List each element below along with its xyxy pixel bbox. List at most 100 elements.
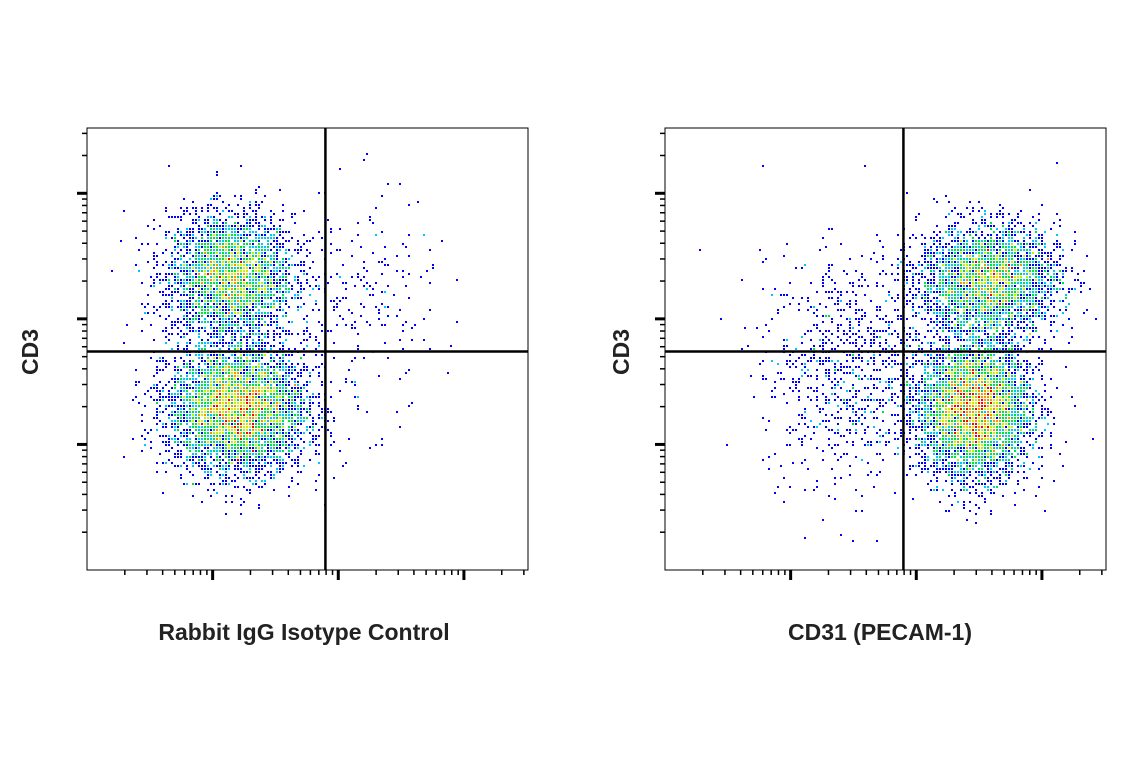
density-cell	[291, 285, 293, 287]
density-cell	[261, 444, 263, 446]
density-cell	[240, 198, 242, 200]
density-cell	[306, 429, 308, 431]
density-cell	[939, 243, 941, 245]
density-cell	[225, 453, 227, 455]
density-cell	[153, 375, 155, 377]
density-cell	[234, 378, 236, 380]
density-cell	[306, 384, 308, 386]
density-cell	[273, 279, 275, 281]
density-cell	[183, 435, 185, 437]
density-cell	[276, 420, 278, 422]
density-cell	[192, 417, 194, 419]
density-cell	[288, 267, 290, 269]
density-cell	[270, 249, 272, 251]
density-cell	[243, 252, 245, 254]
density-cell	[180, 411, 182, 413]
density-cell	[954, 273, 956, 275]
density-cell	[168, 438, 170, 440]
density-cell	[969, 228, 971, 230]
density-cell	[192, 432, 194, 434]
density-cell	[222, 303, 224, 305]
density-cell	[381, 261, 383, 263]
density-cell	[984, 225, 986, 227]
density-cell	[177, 396, 179, 398]
density-cell	[216, 327, 218, 329]
density-cell	[201, 276, 203, 278]
density-cell	[1050, 255, 1052, 257]
density-cell	[252, 378, 254, 380]
density-cell	[360, 279, 362, 281]
density-cell	[267, 432, 269, 434]
density-cell	[960, 330, 962, 332]
density-cell	[312, 276, 314, 278]
density-cell	[288, 273, 290, 275]
density-cell	[954, 312, 956, 314]
density-cell	[264, 474, 266, 476]
density-cell	[897, 315, 899, 317]
density-cell	[954, 225, 956, 227]
density-cell	[243, 366, 245, 368]
density-cell	[234, 423, 236, 425]
density-cell	[981, 270, 983, 272]
density-cell	[342, 264, 344, 266]
density-cell	[225, 267, 227, 269]
density-cell	[975, 306, 977, 308]
density-cell	[282, 432, 284, 434]
density-cell	[930, 291, 932, 293]
density-cell	[219, 255, 221, 257]
density-cell	[285, 384, 287, 386]
density-cell	[234, 384, 236, 386]
plot-left	[77, 127, 529, 580]
density-cell	[297, 423, 299, 425]
density-cell	[996, 294, 998, 296]
density-cell	[237, 369, 239, 371]
density-cell	[183, 429, 185, 431]
density-cell	[240, 471, 242, 473]
density-cell	[315, 348, 317, 350]
density-cell	[201, 468, 203, 470]
density-cell	[267, 285, 269, 287]
density-cell	[177, 306, 179, 308]
density-cell	[417, 201, 419, 203]
density-cell	[240, 444, 242, 446]
density-cell	[204, 414, 206, 416]
density-cell	[264, 228, 266, 230]
density-cell	[999, 213, 1001, 215]
density-cell	[180, 384, 182, 386]
density-cell	[288, 390, 290, 392]
density-cell	[225, 282, 227, 284]
density-cell	[207, 399, 209, 401]
density-cell	[948, 285, 950, 287]
density-cell	[252, 369, 254, 371]
density-cell	[186, 276, 188, 278]
density-cell	[222, 399, 224, 401]
density-cell	[282, 261, 284, 263]
density-cell	[255, 327, 257, 329]
density-cell	[174, 438, 176, 440]
density-cell	[942, 273, 944, 275]
density-cell	[243, 417, 245, 419]
density-cell	[234, 420, 236, 422]
density-cell	[273, 396, 275, 398]
density-cell	[189, 285, 191, 287]
density-cell	[321, 330, 323, 332]
density-cell	[999, 282, 1001, 284]
density-cell	[225, 279, 227, 281]
density-cell	[1050, 321, 1052, 323]
density-cell	[189, 297, 191, 299]
density-cell	[189, 327, 191, 329]
density-cell	[231, 264, 233, 266]
density-cell	[261, 402, 263, 404]
density-cell	[291, 444, 293, 446]
density-cell	[1035, 288, 1037, 290]
density-cell	[171, 333, 173, 335]
density-cell	[930, 300, 932, 302]
density-cell	[234, 255, 236, 257]
density-cell	[978, 264, 980, 266]
density-cell	[249, 438, 251, 440]
density-cell	[969, 312, 971, 314]
density-cell	[267, 324, 269, 326]
density-cell	[951, 225, 953, 227]
density-cell	[252, 288, 254, 290]
density-cell	[258, 441, 260, 443]
